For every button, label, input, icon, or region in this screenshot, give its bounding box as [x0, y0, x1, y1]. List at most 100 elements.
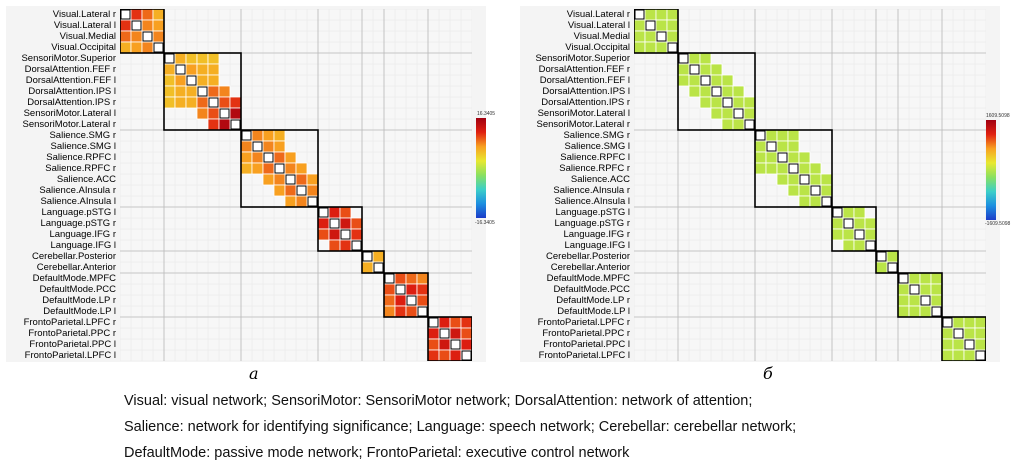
matrix-cell [120, 41, 132, 54]
matrix-cell [963, 349, 976, 361]
block-outline [361, 250, 385, 274]
row-label: DefaultMode.MPFC [32, 273, 116, 284]
row-label: Visual.Lateral l [53, 20, 116, 31]
block-outline [383, 272, 429, 318]
matrix-cell [416, 272, 429, 285]
matrix-cell [460, 316, 472, 329]
row-label: Language.IFG r [49, 229, 116, 240]
colorbar-min-label-a: -16.3405 [475, 220, 495, 226]
matrix-cell [372, 250, 385, 263]
matrix-cell [952, 338, 965, 351]
row-label: Visual.Medial [59, 31, 116, 42]
row-label: SensoriMotor.Superior [535, 53, 630, 64]
matrix-cell [666, 30, 679, 43]
row-label: Visual.Lateral r [566, 9, 630, 20]
matrix-cell [820, 184, 833, 197]
diagonal-cell [384, 273, 395, 284]
matrix-cell [677, 74, 690, 87]
row-label: Salience.SMG r [49, 130, 116, 141]
diagonal-cell [450, 339, 461, 350]
row-label: Salience.ACC [56, 174, 116, 185]
matrix-cell [207, 63, 220, 76]
matrix-cell [798, 195, 811, 208]
row-label: FrontoParietal.LPFC l [538, 350, 630, 361]
matrix-cell [306, 184, 319, 197]
row-label: Cerebellar.Posterior [32, 251, 116, 262]
matrix-cell [952, 349, 965, 361]
matrix-cell [130, 41, 143, 54]
diagonal-cell [241, 130, 252, 141]
row-label: DorsalAttention.FEF l [25, 75, 116, 86]
matrix-cell [743, 107, 756, 120]
diagonal-cell [832, 207, 843, 218]
matrix-cell [163, 63, 176, 76]
block-outline [240, 129, 319, 208]
matrix-cell [141, 41, 154, 54]
matrix-cell [908, 305, 921, 318]
matrix-cell [699, 52, 712, 65]
matrix-cell [809, 162, 822, 175]
matrix-cell [853, 217, 866, 230]
row-label: FrontoParietal.LPFC r [23, 317, 116, 328]
row-label: Visual.Occipital [51, 42, 116, 53]
colorbar-b [986, 120, 996, 225]
matrix-cell [328, 239, 341, 252]
matrix-cell [919, 272, 932, 285]
matrix-cell [754, 140, 767, 153]
diagonal-cell [296, 185, 307, 196]
row-label: DorsalAttention.IPS l [28, 86, 116, 97]
matrix-cell [438, 349, 451, 361]
matrix-cell [655, 19, 668, 32]
matrix-cell [732, 96, 745, 109]
matrix-cell [273, 140, 286, 153]
matrix-cell [853, 239, 866, 252]
diagonal-cell [285, 174, 296, 185]
matrix-cell [196, 96, 209, 109]
matrix-cell [721, 74, 734, 87]
figure-legend: Visual: visual network; SensoriMotor: Se… [124, 388, 1004, 466]
matrix-cell [328, 206, 341, 219]
matrix-cell [776, 129, 789, 142]
diagonal-cell [909, 284, 920, 295]
matrix-cell [438, 316, 451, 329]
diagonal-cell [318, 207, 329, 218]
matrix-cell [262, 129, 275, 142]
row-label: SensoriMotor.Lateral l [537, 108, 630, 119]
matrix-cell [710, 63, 723, 76]
matrix-cell [262, 140, 275, 153]
matrix-cell [721, 118, 734, 131]
block-outline [897, 272, 943, 318]
row-label: DorsalAttention.IPS r [27, 97, 116, 108]
row-labels-a: Visual.Lateral r Visual.Lateral l Visual.M… [6, 6, 118, 362]
matrix-cell [273, 129, 286, 142]
matrix-cell [644, 30, 657, 43]
row-label: Salience.AInsula r [553, 185, 630, 196]
diagonal-cell [439, 328, 450, 339]
matrix-cell [460, 327, 472, 340]
diagonal-cell [667, 42, 678, 53]
matrix-cell [207, 52, 220, 65]
row-label: Language.IFG l [564, 240, 631, 251]
matrix-cell [240, 162, 253, 175]
block-outline [875, 250, 899, 274]
diagonal-cell [931, 306, 942, 317]
matrix-cell [251, 151, 264, 164]
matrix-cell [798, 162, 811, 175]
matrix-cell [273, 151, 286, 164]
matrix-cell [240, 151, 253, 164]
diagonal-cell [645, 20, 656, 31]
matrix-cell [405, 272, 418, 285]
diagonal-cell [964, 339, 975, 350]
matrix-cell [339, 239, 352, 252]
matrix-cell [218, 118, 231, 131]
diagonal-cell [887, 262, 898, 273]
diagonal-cell [898, 273, 909, 284]
matrix-cell [185, 52, 198, 65]
matrix-cell [842, 239, 855, 252]
row-label: FrontoParietal.PPC l [543, 339, 630, 350]
row-label: DefaultMode.LP l [43, 306, 116, 317]
row-label: FrontoParietal.PPC r [28, 328, 116, 339]
diagonal-cell [711, 86, 722, 97]
diagonal-cell [197, 86, 208, 97]
block-outline [831, 206, 877, 252]
